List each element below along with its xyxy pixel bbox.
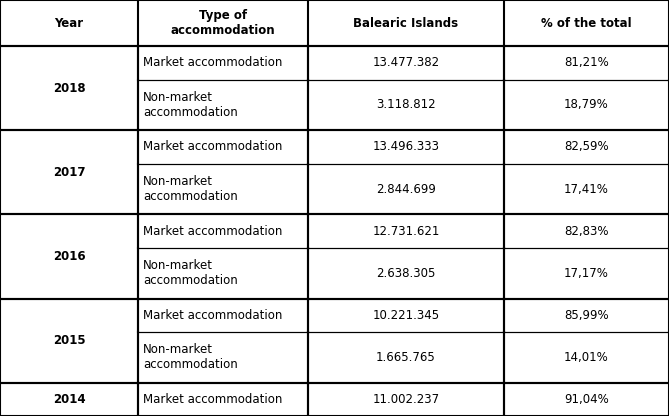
Text: % of the total: % of the total: [541, 17, 632, 30]
Text: 13.496.333: 13.496.333: [373, 141, 440, 154]
Text: 10.221.345: 10.221.345: [373, 309, 440, 322]
Text: Non-market
accommodation: Non-market accommodation: [143, 175, 237, 203]
Text: 82,83%: 82,83%: [564, 225, 609, 238]
Text: Non-market
accommodation: Non-market accommodation: [143, 91, 237, 119]
Text: 14,01%: 14,01%: [564, 351, 609, 364]
Text: Market accommodation: Market accommodation: [143, 393, 282, 406]
Text: 2017: 2017: [53, 166, 85, 179]
Text: Non-market
accommodation: Non-market accommodation: [143, 259, 237, 287]
Text: Market accommodation: Market accommodation: [143, 309, 282, 322]
Text: 3.118.812: 3.118.812: [376, 99, 436, 111]
Text: 18,79%: 18,79%: [564, 99, 609, 111]
Text: 2.638.305: 2.638.305: [377, 267, 436, 280]
Text: 82,59%: 82,59%: [564, 141, 609, 154]
Text: Balearic Islands: Balearic Islands: [353, 17, 458, 30]
Text: 2014: 2014: [53, 393, 86, 406]
Text: 2016: 2016: [53, 250, 86, 263]
Text: 85,99%: 85,99%: [564, 309, 609, 322]
Text: 17,17%: 17,17%: [564, 267, 609, 280]
Text: 2018: 2018: [53, 82, 86, 95]
Text: 2.844.699: 2.844.699: [376, 183, 436, 196]
Text: 81,21%: 81,21%: [564, 56, 609, 69]
Text: Year: Year: [54, 17, 84, 30]
Text: 2015: 2015: [53, 334, 86, 347]
Text: Type of
accommodation: Type of accommodation: [171, 9, 276, 37]
Text: 1.665.765: 1.665.765: [376, 351, 436, 364]
Text: Non-market
accommodation: Non-market accommodation: [143, 343, 237, 371]
Text: 13.477.382: 13.477.382: [373, 56, 440, 69]
Text: Market accommodation: Market accommodation: [143, 141, 282, 154]
Text: 17,41%: 17,41%: [564, 183, 609, 196]
Text: Market accommodation: Market accommodation: [143, 56, 282, 69]
Text: 91,04%: 91,04%: [564, 393, 609, 406]
Text: 12.731.621: 12.731.621: [373, 225, 440, 238]
Text: 11.002.237: 11.002.237: [373, 393, 440, 406]
Text: Market accommodation: Market accommodation: [143, 225, 282, 238]
